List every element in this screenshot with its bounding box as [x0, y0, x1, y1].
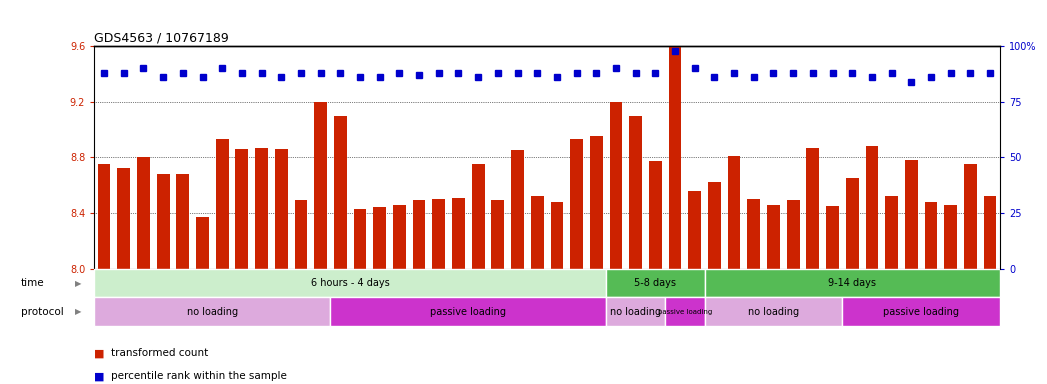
- Text: GDS4563 / 10767189: GDS4563 / 10767189: [94, 31, 229, 44]
- Text: protocol: protocol: [21, 307, 64, 317]
- Bar: [393, 205, 406, 268]
- Bar: [177, 174, 190, 268]
- Text: time: time: [21, 278, 45, 288]
- Bar: [432, 199, 445, 268]
- Bar: [294, 200, 308, 268]
- Bar: [275, 149, 288, 268]
- Bar: [334, 116, 347, 268]
- Bar: [255, 147, 268, 268]
- Bar: [728, 156, 740, 268]
- Text: 9-14 days: 9-14 days: [828, 278, 876, 288]
- Bar: [846, 178, 859, 268]
- Bar: [94, 298, 331, 326]
- Bar: [531, 196, 543, 268]
- Text: ■: ■: [94, 371, 105, 381]
- Bar: [94, 268, 606, 298]
- Bar: [843, 298, 1000, 326]
- Bar: [314, 102, 327, 268]
- Bar: [786, 200, 800, 268]
- Bar: [708, 182, 720, 268]
- Text: 6 hours - 4 days: 6 hours - 4 days: [311, 278, 389, 288]
- Bar: [806, 147, 819, 268]
- Bar: [97, 164, 111, 268]
- Bar: [767, 205, 780, 268]
- Bar: [609, 102, 622, 268]
- Bar: [905, 160, 917, 268]
- Bar: [157, 174, 170, 268]
- Bar: [866, 146, 878, 268]
- Bar: [117, 169, 130, 268]
- Bar: [472, 164, 485, 268]
- Text: percentile rank within the sample: percentile rank within the sample: [111, 371, 287, 381]
- Bar: [571, 139, 583, 268]
- Bar: [374, 207, 386, 268]
- Bar: [705, 268, 1000, 298]
- Bar: [511, 151, 524, 268]
- Bar: [649, 162, 662, 268]
- Bar: [665, 298, 705, 326]
- Text: no loading: no loading: [186, 307, 238, 317]
- Text: passive loading: passive loading: [883, 307, 959, 317]
- Bar: [236, 149, 248, 268]
- Bar: [964, 164, 977, 268]
- Bar: [944, 205, 957, 268]
- Bar: [137, 157, 150, 268]
- Text: ▶: ▶: [75, 308, 82, 316]
- Bar: [452, 198, 465, 268]
- Bar: [688, 191, 701, 268]
- Bar: [629, 116, 642, 268]
- Text: 5-8 days: 5-8 days: [634, 278, 676, 288]
- Bar: [983, 196, 997, 268]
- Bar: [748, 199, 760, 268]
- Bar: [826, 206, 839, 268]
- Bar: [331, 298, 606, 326]
- Bar: [669, 43, 682, 268]
- Bar: [885, 196, 898, 268]
- Bar: [551, 202, 563, 268]
- Text: passive loading: passive loading: [430, 307, 507, 317]
- Text: passive loading: passive loading: [658, 309, 712, 315]
- Bar: [354, 209, 366, 268]
- Text: ▶: ▶: [75, 278, 82, 288]
- Bar: [413, 200, 425, 268]
- Text: ■: ■: [94, 348, 105, 358]
- Bar: [606, 298, 665, 326]
- Bar: [589, 136, 603, 268]
- Bar: [491, 200, 505, 268]
- Bar: [216, 139, 228, 268]
- Text: transformed count: transformed count: [111, 348, 208, 358]
- Bar: [925, 202, 937, 268]
- Bar: [705, 298, 843, 326]
- Bar: [196, 217, 209, 268]
- Bar: [606, 268, 705, 298]
- Text: no loading: no loading: [610, 307, 662, 317]
- Text: no loading: no loading: [748, 307, 799, 317]
